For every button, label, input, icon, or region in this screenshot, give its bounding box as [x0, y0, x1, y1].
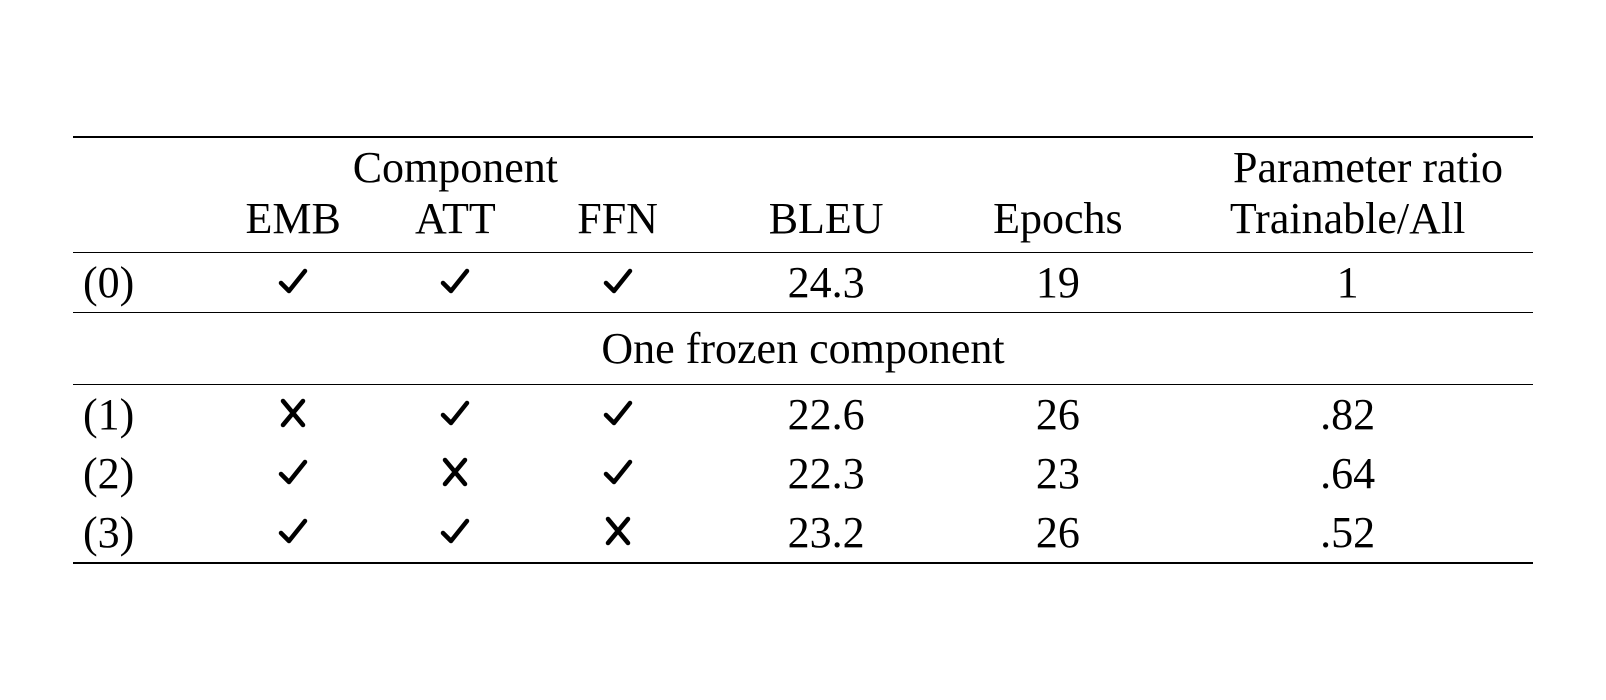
row-3-epochs: 26	[954, 503, 1163, 563]
row-2-emb	[212, 444, 374, 503]
param-ratio-header-top: Parameter ratio	[1162, 137, 1533, 193]
emb-header: EMB	[212, 193, 374, 253]
row-1-att	[374, 385, 536, 445]
cross-icon	[439, 456, 471, 488]
row-3-ffn	[536, 503, 698, 563]
row-0-label: (0)	[73, 253, 212, 313]
cross-icon	[277, 397, 309, 429]
row-2-ratio: .64	[1162, 444, 1533, 503]
check-icon	[439, 265, 471, 297]
header-row-1: Component Parameter ratio	[73, 137, 1533, 193]
row-3-emb	[212, 503, 374, 563]
param-ratio-header-bottom: Trainable/All	[1162, 193, 1533, 253]
row-3-label: (3)	[73, 503, 212, 563]
row-3-ratio: .52	[1162, 503, 1533, 563]
header-empty-2	[73, 193, 212, 253]
row-1-ratio: .82	[1162, 385, 1533, 445]
check-icon	[439, 515, 471, 547]
header-empty-bleu	[699, 137, 954, 193]
row-3-att	[374, 503, 536, 563]
row-1-ffn	[536, 385, 698, 445]
header-empty-epochs	[954, 137, 1163, 193]
row-0-bleu: 24.3	[699, 253, 954, 313]
row-1-bleu: 22.6	[699, 385, 954, 445]
check-icon	[277, 265, 309, 297]
check-icon	[277, 456, 309, 488]
row-2-att	[374, 444, 536, 503]
header-empty	[73, 137, 212, 193]
ffn-header: FFN	[536, 193, 698, 253]
header-row-2: EMB ATT FFN BLEU Epochs Trainable/All	[73, 193, 1533, 253]
row-2-epochs: 23	[954, 444, 1163, 503]
check-icon	[602, 397, 634, 429]
row-1-label: (1)	[73, 385, 212, 445]
cross-icon	[602, 515, 634, 547]
row-0-emb	[212, 253, 374, 313]
section-title-row: One frozen component	[73, 313, 1533, 385]
table-row-1: (1) 22.6 26 .82	[73, 385, 1533, 445]
row-3-bleu: 23.2	[699, 503, 954, 563]
results-table: Component Parameter ratio EMB ATT FFN BL…	[73, 136, 1533, 564]
row-1-epochs: 26	[954, 385, 1163, 445]
table-row-2: (2) 22.3 23 .64	[73, 444, 1533, 503]
table-container: Component Parameter ratio EMB ATT FFN BL…	[53, 116, 1553, 584]
check-icon	[602, 265, 634, 297]
table-row-0: (0) 24.3 19 1	[73, 253, 1533, 313]
bleu-header: BLEU	[699, 193, 954, 253]
row-2-bleu: 22.3	[699, 444, 954, 503]
row-2-label: (2)	[73, 444, 212, 503]
section-title: One frozen component	[73, 313, 1533, 385]
row-0-ratio: 1	[1162, 253, 1533, 313]
row-0-att	[374, 253, 536, 313]
check-icon	[277, 515, 309, 547]
check-icon	[439, 397, 471, 429]
row-2-ffn	[536, 444, 698, 503]
check-icon	[602, 456, 634, 488]
row-0-epochs: 19	[954, 253, 1163, 313]
epochs-header: Epochs	[954, 193, 1163, 253]
row-1-emb	[212, 385, 374, 445]
att-header: ATT	[374, 193, 536, 253]
table-row-3: (3) 23.2 26 .52	[73, 503, 1533, 563]
component-header: Component	[212, 137, 699, 193]
row-0-ffn	[536, 253, 698, 313]
